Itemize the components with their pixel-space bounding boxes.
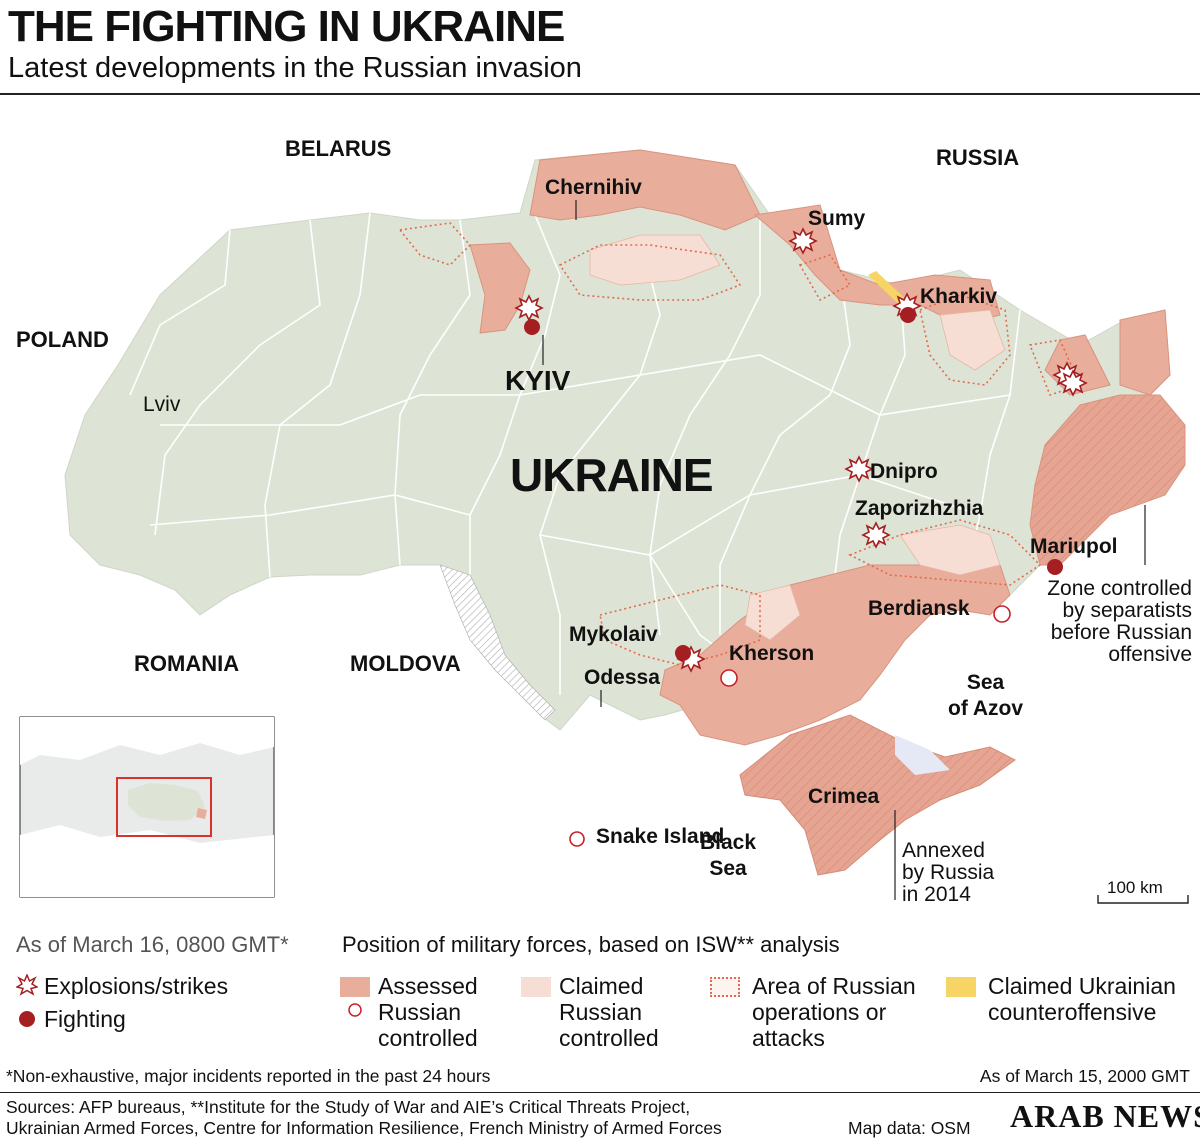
label-dnipro: Dnipro — [870, 460, 938, 483]
label-lviv: Lviv — [143, 393, 181, 416]
scale-label: 100 km — [1107, 878, 1163, 897]
note-separatist-zone: Zone controlled by separatists before Ru… — [1047, 577, 1192, 666]
snake-island-marker — [569, 831, 585, 847]
legend-swatch-assessed — [340, 977, 370, 997]
footer-isw-date: As of March 15, 2000 GMT — [979, 1066, 1190, 1086]
label-belarus: BELARUS — [285, 136, 392, 161]
strike-icon — [861, 521, 891, 549]
header-divider — [0, 93, 1200, 95]
legend-counteroffensive: Claimed Ukrainian counteroffensive — [988, 973, 1176, 1025]
berdiansk-marker — [993, 605, 1011, 623]
label-sea-of-azov: Sea of Azov — [948, 671, 1024, 720]
ukraine-map — [19, 149, 1189, 904]
footer-map-data: Map data: OSM — [848, 1118, 971, 1138]
strike-markers — [514, 227, 1088, 673]
inset-locator-map — [19, 716, 275, 898]
label-chernihiv: Chernihiv — [545, 176, 642, 199]
russian-operations-areas — [398, 222, 1082, 666]
note-crimea-annexed: Annexed by Russia in 2014 — [902, 839, 995, 906]
legend-as-of: As of March 16, 0800 GMT* — [16, 932, 289, 957]
strike-icon — [844, 455, 874, 483]
footer-sources-line2: Ukrainian Armed Forces, Centre for Infor… — [6, 1118, 722, 1138]
label-berdiansk: Berdiansk — [868, 597, 970, 620]
label-odessa: Odessa — [584, 666, 660, 689]
legend-swatch-claimed — [521, 977, 551, 997]
label-zaporizhzhia: Zaporizhzhia — [855, 497, 984, 520]
legend-explosions: Explosions/strikes — [44, 973, 229, 999]
fighting-dot-mykolaiv — [675, 645, 691, 661]
strike-icon — [1058, 369, 1088, 397]
footer-note: *Non-exhaustive, major incidents reporte… — [6, 1066, 491, 1086]
label-crimea: Crimea — [808, 785, 880, 808]
label-black-sea: Black Sea — [700, 831, 757, 880]
footer-divider — [0, 1092, 1200, 1093]
legend-swatch-counteroffensive — [946, 977, 976, 997]
label-romania: ROMANIA — [134, 651, 240, 676]
strike-icon — [788, 227, 818, 255]
explosion-icon — [16, 974, 38, 996]
legend-operations: Area of Russian operations or attacks — [752, 973, 916, 1051]
legend-claimed: Claimed Russian controlled — [559, 973, 659, 1051]
fighting-dot-mariupol — [1047, 559, 1063, 575]
label-poland: POLAND — [16, 327, 109, 352]
fighting-markers — [524, 307, 1063, 661]
footer-sources-line1: Sources: AFP bureaus, **Institute for th… — [6, 1097, 691, 1117]
label-snake-island: Snake Island — [596, 825, 725, 848]
scale-bar — [1097, 895, 1189, 904]
legend-fighting: Fighting — [44, 1006, 126, 1032]
label-mariupol: Mariupol — [1030, 535, 1118, 558]
label-kherson: Kherson — [729, 642, 815, 665]
russian-controlled-city-markers — [569, 605, 1011, 847]
oblast-borders — [129, 212, 1021, 695]
page-title: THE FIGHTING IN UKRAINE — [8, 2, 565, 51]
label-moldova: MOLDOVA — [350, 651, 461, 676]
kherson-marker — [720, 669, 738, 687]
crimea-landmass — [739, 714, 1016, 876]
label-sumy: Sumy — [808, 207, 866, 230]
russian-controlled-zones — [469, 149, 1186, 746]
russian-controlled-city-icon — [348, 1003, 362, 1017]
label-kharkiv: Kharkiv — [920, 285, 998, 308]
label-russia: RUSSIA — [936, 145, 1020, 170]
moldova-border-strip — [439, 564, 556, 721]
page-subtitle: Latest developments in the Russian invas… — [8, 52, 582, 84]
arab-news-logo: ARAB NEWS — [1010, 1098, 1200, 1134]
label-mykolaiv: Mykolaiv — [569, 623, 658, 646]
label-kyiv: KYIV — [505, 365, 571, 396]
legend-swatch-operations — [710, 977, 740, 997]
fighting-icon — [19, 1011, 35, 1027]
claimed-russian-zones — [589, 234, 1006, 641]
fighting-dot-kharkiv — [900, 307, 916, 323]
legend-assessed: Assessed Russian controlled — [378, 973, 478, 1051]
fighting-dot-kyiv — [524, 319, 540, 335]
legend-positions-title: Position of military forces, based on IS… — [342, 932, 840, 957]
label-ukraine: UKRAINE — [510, 449, 714, 501]
strike-icon — [514, 294, 544, 322]
sivash-lagoon — [895, 735, 950, 775]
